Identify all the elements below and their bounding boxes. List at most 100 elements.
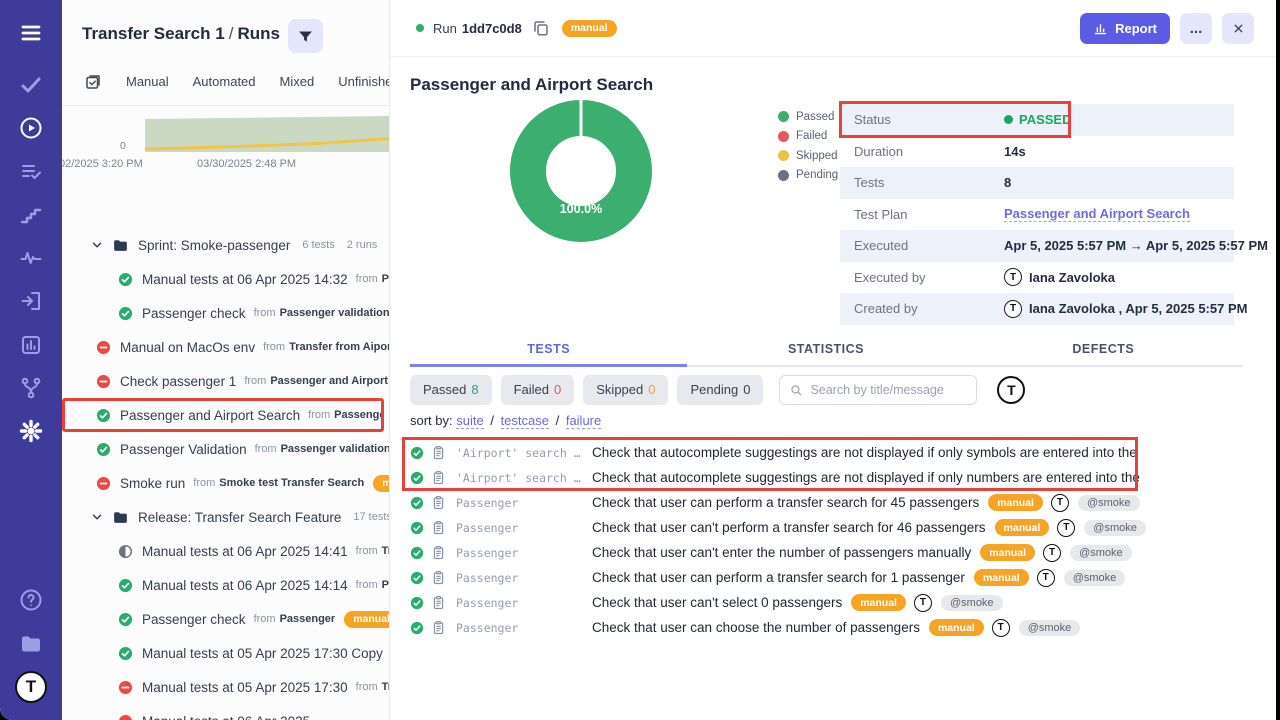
tab-manual[interactable]: Manual [126, 74, 169, 89]
reporter-logo-icon: T [1057, 518, 1076, 537]
sort-by-suite[interactable]: suite [456, 413, 484, 429]
legend-item-skipped: Skipped [778, 146, 838, 166]
run-label: Manual tests at 06 Apr 2025 14:32 [142, 271, 348, 287]
info-row-executed-by: Executed by T Iana Zavoloka [840, 262, 1234, 294]
tree-run-row[interactable]: Passenger checkfromPassengermanual6 [62, 602, 389, 636]
tree-run-row[interactable]: Manual tests at 06 Apr 2025 [62, 704, 389, 720]
copy-run-id-button[interactable] [532, 19, 550, 37]
tree-run-row[interactable]: Passenger Validation from Passenger valida… [62, 432, 389, 466]
check-icon[interactable] [17, 71, 45, 99]
legend-label: Pending [796, 169, 839, 182]
test-title: Check that user can't perform a transfer… [592, 520, 986, 535]
test-suite: Passenger [456, 520, 519, 535]
reporter-logo-icon: T [913, 593, 932, 612]
sort-by-failure[interactable]: failure [565, 413, 602, 429]
tree-folder-row[interactable]: Release: Transfer Search Feature 17 tests… [62, 500, 389, 534]
tab-tests[interactable]: TESTS [410, 336, 688, 367]
test-plan-link[interactable]: Passenger and Airport Search [1004, 206, 1190, 223]
report-chart-icon [1094, 23, 1107, 34]
folder-meta: 2 runs [346, 239, 378, 251]
run-title: Passenger and Airport Search [410, 75, 654, 95]
list-check-icon[interactable] [17, 158, 45, 186]
reporter-logo[interactable]: T [997, 376, 1026, 404]
import-icon[interactable] [17, 287, 45, 315]
breadcrumb: Transfer Search 1/Runs [82, 24, 280, 44]
menu-icon[interactable] [17, 19, 45, 47]
test-passed-icon [410, 496, 424, 510]
status-partial-icon [118, 544, 133, 559]
run-label: Manual tests at 05 Apr 2025 17:30 [142, 679, 348, 695]
chart-x-tick: 03/30/2025 2:48 PM [197, 158, 297, 170]
steps-icon[interactable] [17, 201, 45, 229]
filter-pending-button[interactable]: Pending 0 [677, 375, 764, 405]
info-label: Created by [854, 301, 918, 317]
pulse-icon[interactable] [17, 244, 45, 272]
more-actions-button[interactable]: ... [1180, 12, 1212, 44]
info-label: Executed by [854, 269, 926, 285]
chart-y-tick: 0 [120, 140, 126, 152]
select-runs-icon[interactable] [84, 73, 102, 91]
status-failed-icon [96, 374, 111, 389]
profile-logo[interactable]: T [15, 671, 47, 703]
tree-run-row[interactable]: Manual tests at 06 Apr 2025 14:41 fromTra… [62, 534, 389, 568]
tab-defects[interactable]: DEFECTS [1072, 342, 1135, 356]
clipboard-icon [431, 545, 446, 560]
from-label: from [355, 273, 378, 285]
tree-run-row[interactable]: Manual tests at 05 Apr 2025 17:30 Copyfr… [62, 636, 389, 670]
smoke-tag: @smoke [1063, 569, 1126, 586]
run-label: Run [433, 20, 457, 36]
test-row[interactable]: Passenger Check that user can't enter the… [402, 540, 1268, 565]
tab-statistics[interactable]: STATISTICS [787, 342, 865, 356]
test-row[interactable]: Passenger Check that user can't select 0 … [402, 590, 1268, 615]
run-source: Transfer from Aiport [289, 341, 389, 353]
tree-run-row[interactable]: Manual tests at 06 Apr 2025 14:32 fromPas… [62, 262, 389, 296]
info-label: Status [854, 112, 891, 128]
close-run-button[interactable] [1222, 12, 1254, 44]
test-search-input[interactable]: Search by title/message [779, 375, 978, 405]
gear-icon[interactable] [17, 417, 45, 445]
filter-failed-button[interactable]: Failed 0 [500, 375, 575, 405]
sort-by-testcase[interactable]: testcase [500, 413, 549, 429]
test-row[interactable]: Passenger Check that user can't perform a… [402, 515, 1268, 540]
test-row[interactable]: 'Airport' search … Check that autocomplet… [402, 440, 1145, 465]
tree-run-row[interactable]: Manual tests at 05 Apr 2025 17:30 fromTra… [62, 670, 389, 704]
run-label: Passenger check [142, 611, 246, 627]
tree-run-row[interactable]: Passenger and Airport Search fromPassenge… [62, 398, 384, 432]
branch-icon[interactable] [17, 374, 45, 402]
chevron-down-icon[interactable] [90, 510, 104, 524]
clipboard-icon [431, 520, 446, 535]
test-passed-icon [410, 621, 424, 635]
test-row[interactable]: 'Airport' search … Check that autocomplet… [402, 465, 1145, 490]
tab-mixed[interactable]: Mixed [279, 74, 315, 89]
tree-run-row[interactable]: Check passenger 1 from Passenger and Airpo… [62, 364, 389, 398]
report-button[interactable]: Report [1080, 12, 1170, 44]
filter-count: 8 [471, 382, 479, 397]
folder-icon[interactable] [17, 630, 45, 658]
tree-run-row[interactable]: Manual tests at 06 Apr 2025 14:14 fromPas… [62, 568, 389, 602]
run-label: Passenger Validation [120, 441, 247, 457]
filter-button[interactable] [288, 19, 323, 53]
status-passed-icon [118, 578, 133, 593]
chart-x-tick: 02/2025 3:20 PM [62, 158, 143, 170]
filter-passed-button[interactable]: Passed 8 [410, 375, 492, 405]
play-circle-icon[interactable] [17, 114, 45, 142]
test-row[interactable]: Passenger Check that user can choose the … [402, 615, 1268, 640]
copy-icon [534, 21, 548, 36]
test-row[interactable]: Passenger Check that user can perform a t… [402, 490, 1268, 515]
chevron-down-icon[interactable] [90, 238, 104, 252]
from-label: from [244, 375, 267, 387]
folder-label: Release: Transfer Search Feature [138, 509, 342, 525]
tab-automated[interactable]: Automated [192, 74, 256, 89]
test-suite: Passenger [456, 595, 519, 610]
bar-chart-icon[interactable] [17, 331, 45, 359]
tree-folder-row[interactable]: Sprint: Smoke-passenger 6 tests 2 runs [62, 228, 389, 262]
filter-skipped-button[interactable]: Skipped 0 [583, 375, 669, 405]
tab-unfinished[interactable]: Unfinished [338, 74, 389, 89]
test-row[interactable]: Passenger Check that user can perform a t… [402, 565, 1268, 590]
help-icon[interactable] [17, 586, 45, 614]
from-label: from [355, 579, 378, 591]
tree-run-row[interactable]: Manual on MacOs env from Transfer from Aip… [62, 330, 389, 364]
test-suite: 'Airport' search … [456, 445, 581, 460]
